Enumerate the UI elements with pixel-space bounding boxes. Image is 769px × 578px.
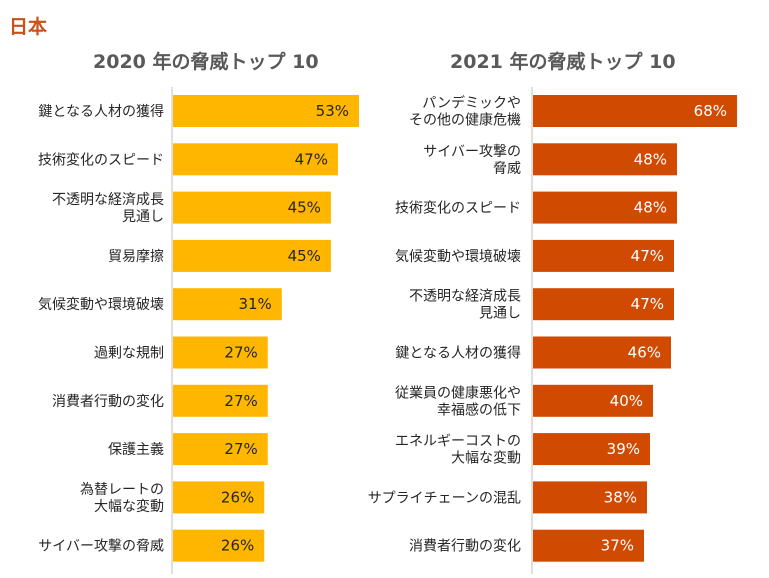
bar-2021-2	[533, 143, 677, 176]
bar-2020-6	[173, 336, 268, 369]
bar-2020-2	[173, 143, 338, 176]
chart-title-2020: 2020 年の脅威トップ 10	[93, 51, 319, 73]
bar-2020-3	[173, 191, 331, 224]
category-label-2020-4: 貿易摩擦	[108, 248, 164, 265]
bar-2020-1	[173, 95, 360, 127]
data-label-2020-3: 45%	[288, 199, 321, 217]
bar-2021-4	[533, 239, 674, 272]
bar-2021-3	[533, 191, 677, 224]
bar-2021-5	[533, 288, 674, 321]
category-label-2021-4: 気候変動や環境破壊	[395, 248, 521, 265]
data-label-2021-1: 68%	[694, 102, 727, 120]
category-label-2020-8: 保護主義	[108, 441, 164, 458]
category-label-2020-1: 鍵となる人材の獲得	[38, 103, 164, 120]
bar-2021-6	[533, 336, 671, 369]
category-label-2021-8: エネルギーコストの大幅な変動	[395, 434, 521, 467]
category-label-2020-5: 気候変動や環境破壊	[38, 296, 164, 313]
bar-2021-8	[533, 433, 650, 466]
data-label-2021-10: 37%	[601, 537, 634, 555]
category-label-2021-5: 不透明な経済成長見通し	[409, 289, 521, 322]
bar-2021-10	[533, 529, 644, 562]
data-label-2021-8: 39%	[607, 440, 640, 458]
data-label-2020-1: 53%	[316, 102, 349, 120]
bar-2020-4	[173, 239, 331, 272]
category-label-2020-3: 不透明な経済成長見通し	[52, 192, 164, 225]
category-label-2021-7: 従業員の健康悪化や幸福感の低下	[395, 384, 521, 418]
data-label-2021-7: 40%	[610, 392, 643, 410]
data-label-2021-9: 38%	[604, 488, 637, 506]
category-label-2021-1: パンデミックやその他の健康危機	[409, 95, 521, 129]
chart-2021: 68% パンデミックやその他の健康危機 48% サイバー攻撃の脅威 48% 技術変化のスピ…	[368, 87, 737, 574]
category-label-2020-7: 消費者行動の変化	[52, 393, 164, 410]
category-label-2020-6: 過剰な規制	[94, 346, 164, 362]
data-label-2020-2: 47%	[295, 150, 328, 168]
bar-2020-10	[173, 529, 265, 562]
data-label-2021-6: 46%	[628, 344, 661, 362]
category-label-2021-2: サイバー攻撃の脅威	[423, 144, 521, 177]
data-label-2021-4: 47%	[631, 247, 664, 265]
category-label-2020-2: 技術変化のスピード	[38, 151, 164, 168]
chart-title-2021: 2021 年の脅威トップ 10	[450, 51, 676, 73]
bar-2020-9	[173, 481, 265, 514]
bar-2021-1	[533, 95, 737, 127]
category-label-2021-3: 技術変化のスピード	[395, 200, 521, 217]
category-label-2021-9: サプライチェーンの混乱	[368, 490, 521, 506]
category-label-2021-6: 鍵となる人材の獲得	[395, 345, 521, 362]
category-label-2021-10: 消費者行動の変化	[409, 538, 521, 555]
category-label-2020-9: 為替レートの大幅な変動	[80, 482, 164, 515]
data-label-2020-9: 26%	[221, 488, 254, 506]
data-label-2021-5: 47%	[631, 295, 664, 313]
data-label-2021-3: 48%	[634, 199, 667, 217]
category-label-2020-10: サイバー攻撃の脅威	[38, 539, 164, 555]
data-label-2020-7: 27%	[224, 392, 257, 410]
data-label-2020-8: 27%	[224, 440, 257, 458]
data-label-2020-6: 27%	[224, 344, 257, 362]
data-label-2020-4: 45%	[288, 247, 321, 265]
data-label-2021-2: 48%	[634, 150, 667, 168]
chart-2020: 53% 鍵となる人材の獲得 47% 技術変化のスピード 45% 不透明な経済成長見通し 45…	[38, 87, 360, 574]
bar-2020-8	[173, 433, 268, 466]
bar-2021-9	[533, 481, 647, 514]
bar-2020-5	[173, 288, 282, 321]
region-title: 日本	[9, 16, 48, 38]
data-label-2020-10: 26%	[221, 537, 254, 555]
data-label-2020-5: 31%	[238, 295, 271, 313]
bar-2020-7	[173, 384, 268, 417]
bar-2021-7	[533, 384, 653, 417]
